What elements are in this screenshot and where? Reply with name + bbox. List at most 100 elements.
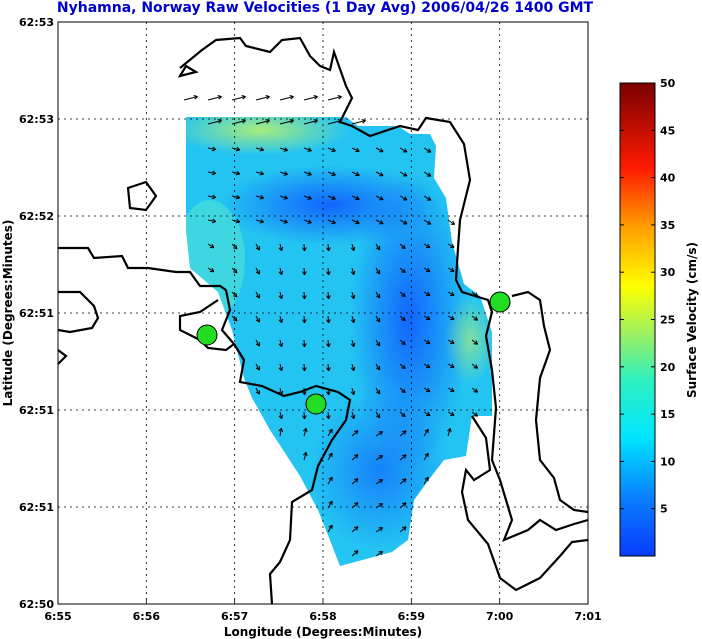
velocity-arrow <box>327 291 330 300</box>
colorbar-tick-label: 50 <box>660 77 676 90</box>
colorbar-label: Surface Velocity (cm/s) <box>685 242 699 398</box>
velocity-arrow <box>231 291 238 298</box>
velocity-arrow <box>303 219 312 224</box>
velocity-arrow <box>255 96 270 101</box>
velocity-arrow <box>375 243 381 251</box>
velocity-arrow <box>375 411 381 419</box>
velocity-arrow <box>255 363 260 371</box>
velocity-arrow <box>279 267 283 275</box>
velocity-arrow <box>375 315 381 323</box>
velocity-arrow <box>351 219 360 224</box>
velocity-arrow <box>231 219 240 223</box>
x-axis-label: Longitude (Degrees:Minutes) <box>224 625 422 639</box>
velocity-arrow <box>231 120 246 125</box>
velocity-arrow <box>447 315 455 320</box>
velocity-arrow <box>279 219 288 223</box>
velocity-arrow <box>255 315 260 323</box>
velocity-arrow <box>351 339 355 347</box>
velocity-arrow <box>327 96 342 101</box>
velocity-arrow <box>423 477 429 485</box>
velocity-arrow <box>447 428 451 437</box>
velocity-arrow <box>327 315 330 324</box>
velocity-arrow <box>207 120 222 125</box>
velocity-arrow <box>303 243 306 252</box>
velocity-arrow <box>351 387 355 395</box>
colorbar-tick-label: 45 <box>660 124 675 137</box>
velocity-arrow <box>207 96 222 101</box>
velocity-arrow <box>375 267 381 275</box>
x-tick-labels: 6:55 6:56 6:57 6:58 6:59 7:00 7:01 <box>44 610 601 623</box>
velocity-arrow <box>279 120 294 125</box>
velocity-arrow <box>423 387 431 393</box>
station-marker <box>489 291 511 313</box>
velocity-arrow <box>375 363 381 371</box>
velocity-arrow <box>399 147 408 153</box>
velocity-arrow <box>279 96 294 101</box>
velocity-arrow <box>255 171 264 175</box>
velocity-arrow <box>351 363 355 371</box>
velocity-arrow <box>231 243 238 250</box>
velocity-arrows <box>183 95 479 557</box>
velocity-arrow <box>447 363 455 368</box>
velocity-arrow <box>351 195 360 200</box>
velocity-arrow <box>375 479 383 485</box>
velocity-arrow <box>375 291 381 299</box>
velocity-arrow <box>375 147 384 153</box>
velocity-arrow <box>399 291 406 298</box>
velocity-arrow <box>279 411 283 419</box>
velocity-arrow <box>423 363 431 369</box>
velocity-arrow <box>327 171 336 176</box>
colorbar-tick-label: 25 <box>660 314 675 327</box>
velocity-arrow <box>279 171 288 175</box>
velocity-arrow <box>375 195 384 201</box>
velocity-arrow <box>303 315 306 324</box>
velocity-arrow <box>303 120 318 125</box>
velocity-arrow <box>231 96 246 101</box>
x-tick-label: 6:56 <box>133 610 161 623</box>
velocity-arrow <box>447 267 455 272</box>
colorbar-tick-label: 40 <box>660 172 676 185</box>
velocity-arrow <box>351 454 359 461</box>
velocity-arrow <box>255 147 264 151</box>
velocity-arrow <box>399 219 408 225</box>
velocity-arrow <box>255 387 260 395</box>
velocity-arrow <box>255 120 270 125</box>
velocity-arrow <box>399 363 406 370</box>
velocity-arrow <box>471 363 478 369</box>
velocity-arrow <box>279 147 288 151</box>
velocity-arrow <box>471 315 478 321</box>
velocity-arrow <box>207 243 215 249</box>
velocity-arrow <box>303 195 312 200</box>
velocity-arrow <box>399 454 407 461</box>
x-tick-label: 7:00 <box>486 610 514 623</box>
colorbar-tick-label: 20 <box>660 361 676 374</box>
velocity-arrow <box>399 387 406 394</box>
velocity-arrow <box>399 243 406 250</box>
velocity-arrow <box>207 195 216 199</box>
velocity-arrow <box>351 291 355 299</box>
velocity-arrow <box>423 291 431 297</box>
colorbar-tick-label: 10 <box>660 455 676 468</box>
colorbar-tick-label: 35 <box>660 219 675 232</box>
velocity-arrow <box>471 339 478 345</box>
velocity-arrow <box>303 147 312 152</box>
velocity-arrow <box>231 195 240 199</box>
velocity-arrow <box>207 219 216 223</box>
velocity-arrow <box>447 339 455 344</box>
y-tick-labels: 62:53 62:53 62:52 62:51 62:51 62:51 62:50 <box>19 16 54 611</box>
x-tick-label: 6:57 <box>221 610 248 623</box>
velocity-arrow <box>423 171 432 177</box>
velocity-arrow <box>447 411 455 416</box>
velocity-arrow <box>327 267 330 276</box>
velocity-arrow <box>303 291 306 300</box>
velocity-arrow <box>423 339 431 345</box>
velocity-arrow <box>327 363 330 372</box>
velocity-arrow <box>183 96 198 101</box>
velocity-arrow <box>279 428 282 437</box>
velocity-arrow <box>279 243 283 251</box>
velocity-arrow <box>375 219 384 225</box>
velocity-arrow <box>447 291 455 296</box>
velocity-arrow <box>231 147 240 151</box>
velocity-arrow <box>351 430 359 437</box>
